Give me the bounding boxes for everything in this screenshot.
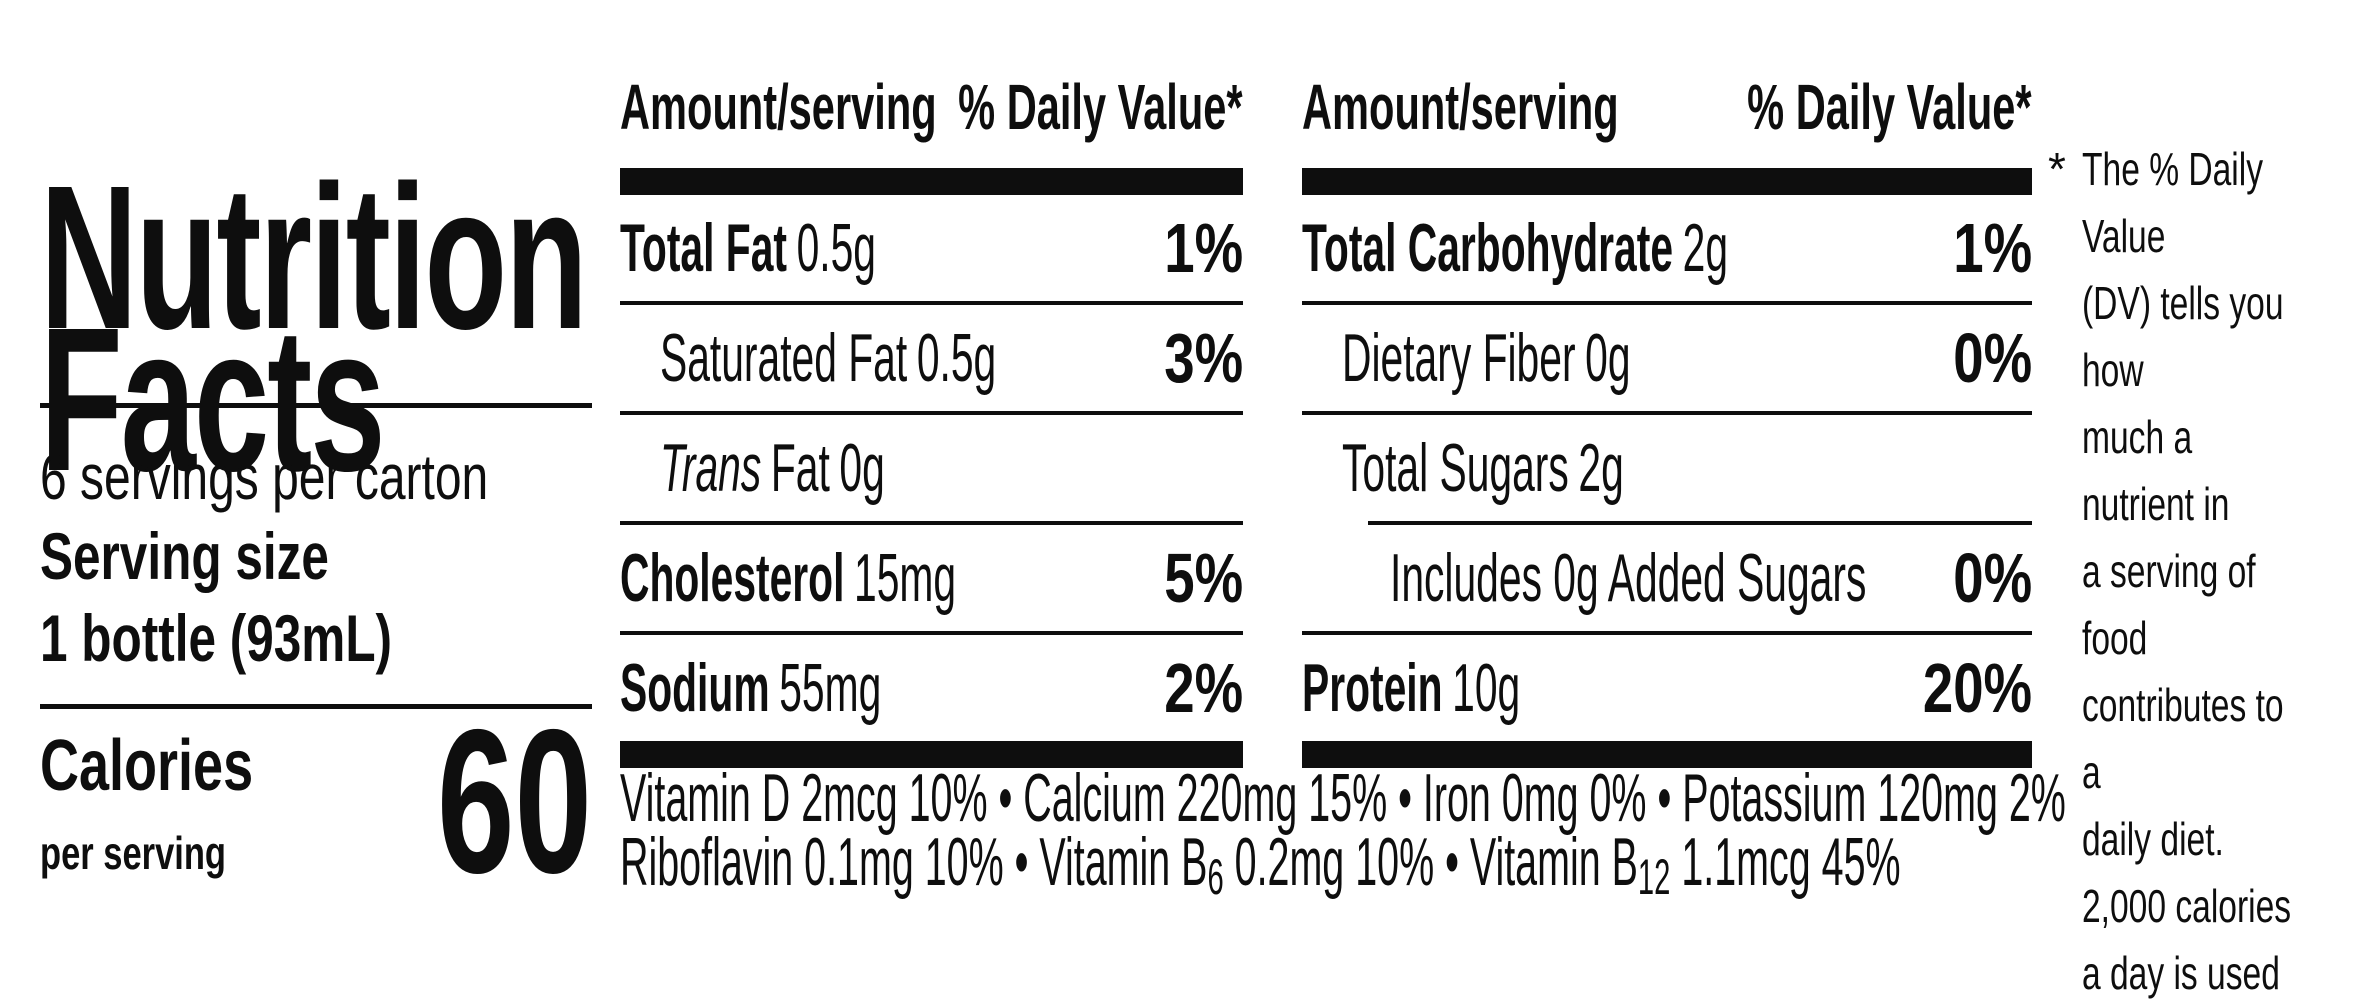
divider <box>620 521 1243 525</box>
daily-value: 1% <box>1164 209 1243 287</box>
nutrient-name: Saturated Fat <box>660 320 908 396</box>
nutrient-amount: 0.5g <box>796 210 876 286</box>
serving-size-label: Serving size <box>40 519 329 593</box>
nutrient-rows: Total Carbohydrate 2g 1% Dietary Fiber 0… <box>1302 195 2032 768</box>
nutrient-column-2: Amount/serving % Daily Value* Total Carb… <box>1302 0 2032 1000</box>
nutrient-amount: 15mg <box>854 540 957 616</box>
serving-size-value: 1 bottle (93mL) <box>40 601 393 675</box>
daily-value: 0% <box>1953 319 2032 397</box>
b6-subscript: 6 <box>1207 848 1224 906</box>
divider <box>1302 411 2032 415</box>
nutrient-amount: 55mg <box>779 650 882 726</box>
divider <box>40 403 592 408</box>
divider <box>1302 301 2032 305</box>
daily-value-footnote: * The % Daily Value (DV) tells you how m… <box>2048 136 2380 1000</box>
nutrient-amount: 10g <box>1452 650 1521 726</box>
nutrient-column-1: Amount/serving % Daily Value* Total Fat … <box>620 0 1243 1000</box>
divider <box>620 631 1243 635</box>
nutrient-row-dietary-fiber: Dietary Fiber 0g 0% <box>1302 305 2032 411</box>
nutrient-name: Includes 0g Added Sugars <box>1390 540 1867 616</box>
nutrition-facts-title: Nutrition Facts <box>40 143 867 515</box>
daily-value: 2% <box>1164 649 1243 727</box>
nutrient-amount: 0g <box>839 430 885 506</box>
calories-sublabel: per serving <box>40 827 226 879</box>
nutrient-row-saturated-fat: Saturated Fat 0.5g 3% <box>620 305 1243 411</box>
daily-value-header: % Daily Value* <box>958 71 1243 143</box>
nutrient-row-protein: Protein 10g 20% <box>1302 635 2032 741</box>
nutrient-amount: 2g <box>1682 210 1729 286</box>
nutrient-row-trans-fat: Trans Fat 0g <box>620 415 1243 521</box>
divider-indented <box>1368 521 2032 525</box>
divider <box>620 301 1243 305</box>
nutrient-name-italic: Trans <box>660 430 762 506</box>
daily-value: 20% <box>1922 649 2032 727</box>
b12-subscript: 12 <box>1637 848 1671 906</box>
nutrient-name: Total Sugars <box>1342 430 1569 506</box>
nutrient-name: Total Fat <box>620 210 787 286</box>
title-line2: Facts <box>40 285 386 515</box>
summary-panel: Nutrition Facts 6 servings per carton Se… <box>40 0 592 1000</box>
daily-value: 1% <box>1953 209 2032 287</box>
nutrient-row-cholesterol: Cholesterol 15mg 5% <box>620 525 1243 631</box>
nutrient-name: Fat <box>770 430 830 506</box>
nutrient-name: Protein <box>1302 650 1443 726</box>
calories-label: Calories <box>40 726 254 806</box>
calories-value: 60 <box>436 687 592 916</box>
nutrient-name: Total Carbohydrate <box>1302 210 1674 286</box>
nutrient-name: Dietary Fiber <box>1342 320 1576 396</box>
divider <box>620 411 1243 415</box>
nutrient-name: Sodium <box>620 650 770 726</box>
daily-value-header: % Daily Value* <box>1747 71 2032 143</box>
nutrient-amount: 0g <box>1585 320 1631 396</box>
nutrient-name: Cholesterol <box>620 540 845 616</box>
divider <box>1302 631 2032 635</box>
nutrient-amount: 0.5g <box>916 320 997 396</box>
micronutrients-line2: Riboflavin 0.1mg 10% • Vitamin B6 0.2mg … <box>620 824 1901 906</box>
column-header: Amount/serving % Daily Value* <box>1302 71 2032 144</box>
nutrient-row-sodium: Sodium 55mg 2% <box>620 635 1243 741</box>
daily-value: 3% <box>1164 319 1243 397</box>
calories-block: Calories per serving 60 <box>40 687 592 946</box>
amount-serving-header: Amount/serving <box>1302 71 1619 143</box>
nutrient-amount: 2g <box>1578 430 1624 506</box>
thick-divider <box>620 168 1243 195</box>
servings-per-carton: 6 servings per carton <box>40 441 489 513</box>
footnote-text: The % Daily Value (DV) tells you how muc… <box>2082 143 2292 999</box>
thick-divider <box>1302 168 2032 195</box>
column-header: Amount/serving % Daily Value* <box>620 71 1243 144</box>
nutrient-row-added-sugars: Includes 0g Added Sugars 0% <box>1302 525 2032 631</box>
micronutrients-line1: Vitamin D 2mcg 10% • Calcium 220mg 15% •… <box>620 760 2066 836</box>
nutrient-row-total-carbohydrate: Total Carbohydrate 2g 1% <box>1302 195 2032 301</box>
nutrient-row-total-fat: Total Fat 0.5g 1% <box>620 195 1243 301</box>
title-line1: Nutrition <box>40 143 588 373</box>
divider <box>40 704 592 709</box>
amount-serving-header: Amount/serving <box>620 71 937 143</box>
daily-value: 0% <box>1953 539 2032 617</box>
daily-value: 5% <box>1164 539 1243 617</box>
micronutrients: Vitamin D 2mcg 10% • Calcium 220mg 15% •… <box>620 760 2066 909</box>
nutrient-row-total-sugars: Total Sugars 2g <box>1302 415 2032 521</box>
thick-divider <box>1302 741 2032 768</box>
nutrient-rows: Total Fat 0.5g 1% Saturated Fat 0.5g 3% … <box>620 195 1243 768</box>
footnote-asterisk: * <box>2048 143 2066 195</box>
thick-divider <box>620 741 1243 768</box>
